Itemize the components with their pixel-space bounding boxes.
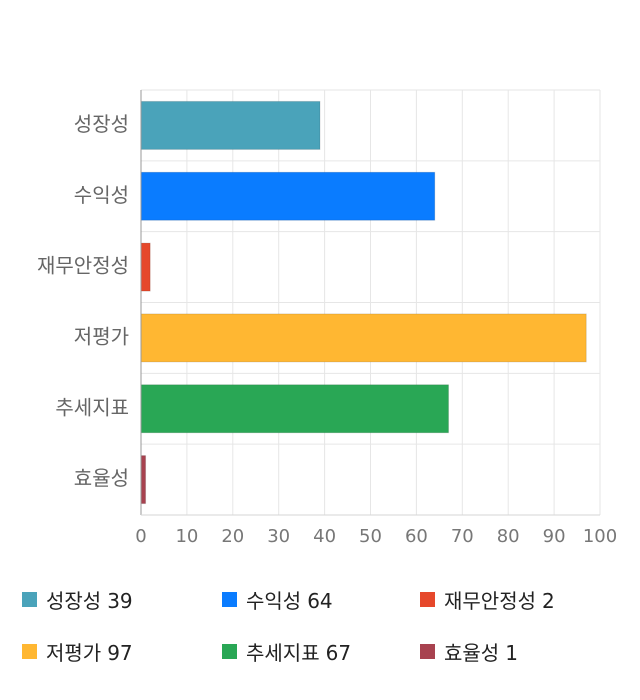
bar-1[interactable] xyxy=(140,100,321,150)
bar-2[interactable] xyxy=(140,171,436,221)
x-tick-label: 50 xyxy=(359,526,382,547)
x-tick-label: 0 xyxy=(135,526,146,547)
category-label: 추세지표 xyxy=(55,395,129,419)
x-tick-label: 100 xyxy=(583,526,617,547)
category-label: 저평가 xyxy=(74,324,129,348)
x-tick-label: 80 xyxy=(497,526,520,547)
bar-3[interactable] xyxy=(140,242,151,292)
x-tick-label: 70 xyxy=(451,526,474,547)
category-label: 재무안정성 xyxy=(37,254,129,278)
x-tick-label: 20 xyxy=(221,526,244,547)
x-tick-label: 90 xyxy=(543,526,566,547)
x-tick-label: 60 xyxy=(405,526,428,547)
x-tick-label: 40 xyxy=(313,526,336,547)
bar-4[interactable] xyxy=(140,313,587,363)
bars xyxy=(140,100,587,505)
category-label: 성장성 xyxy=(74,112,129,136)
category-label: 수익성 xyxy=(74,183,129,207)
x-tick-label: 30 xyxy=(267,526,290,547)
grid xyxy=(140,89,601,516)
x-tick-label: 10 xyxy=(175,526,198,547)
bar-6[interactable] xyxy=(140,455,147,505)
category-label: 효율성 xyxy=(74,466,129,490)
axes xyxy=(140,90,600,516)
bar-5[interactable] xyxy=(140,384,450,434)
